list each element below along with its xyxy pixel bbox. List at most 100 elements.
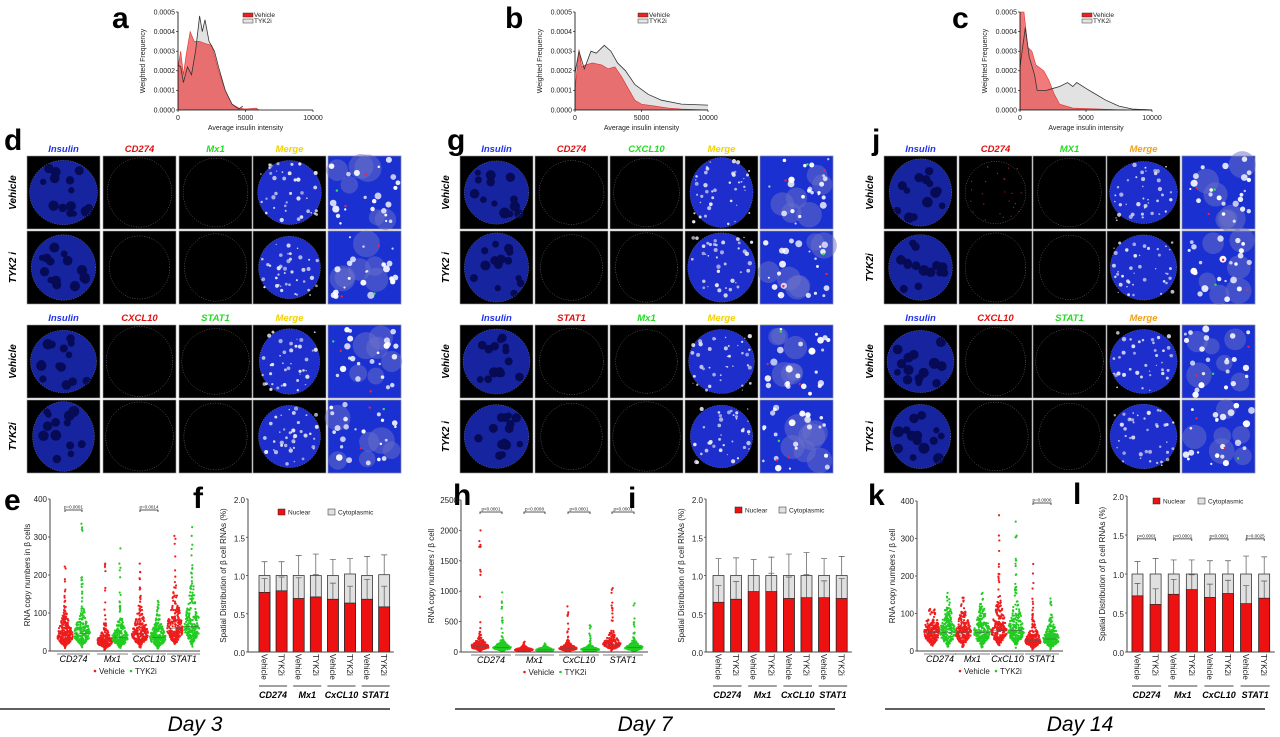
data-point-vehicle: [928, 633, 931, 636]
data-point-tyk2i: [79, 637, 82, 640]
data-point-vehicle: [173, 638, 176, 642]
data-point-tyk2i: [80, 585, 83, 588]
data-point-tyk2i: [80, 605, 83, 608]
data-point-vehicle: [963, 640, 966, 643]
micrograph-insulin: [26, 155, 101, 230]
data-point-vehicle: [932, 637, 935, 640]
data-point-vehicle: [479, 529, 482, 532]
micrograph-merge: [1106, 324, 1181, 399]
data-point-tyk2i: [627, 644, 630, 648]
legend-label-vehicle: Vehicle: [529, 668, 555, 677]
y-tick-label: 0.0005: [154, 9, 176, 16]
data-point-tyk2i: [190, 643, 193, 646]
data-point-vehicle: [928, 607, 932, 611]
condition-label: Vehicle: [441, 344, 452, 379]
y-tick-label: 0: [43, 647, 48, 656]
panel-letter: d: [4, 124, 22, 157]
data-point-vehicle: [569, 643, 572, 647]
data-point-tyk2i: [118, 619, 121, 622]
data-point-tyk2i: [542, 649, 545, 652]
x-axis-label: Average insulin intensity: [604, 125, 680, 132]
data-point-vehicle: [933, 611, 936, 614]
data-point-vehicle: [955, 633, 958, 637]
data-point-vehicle: [481, 639, 484, 642]
micrograph-merge: [684, 230, 759, 305]
data-point-vehicle: [960, 623, 963, 627]
data-point-vehicle: [1031, 616, 1034, 619]
data-point-tyk2i: [507, 645, 511, 648]
data-point-vehicle: [999, 599, 1002, 602]
data-point-vehicle: [62, 629, 65, 632]
data-point-vehicle: [174, 608, 177, 612]
data-point-tyk2i: [588, 632, 591, 635]
data-point-vehicle: [610, 641, 613, 644]
data-point-vehicle: [1001, 633, 1004, 636]
data-point-tyk2i: [633, 602, 636, 605]
data-point-vehicle: [478, 545, 481, 548]
data-point-vehicle: [516, 647, 519, 650]
data-point-vehicle: [173, 600, 177, 603]
data-point-tyk2i: [188, 594, 191, 597]
data-point-vehicle: [178, 623, 181, 626]
data-point-tyk2i: [81, 529, 84, 532]
data-point-tyk2i: [84, 641, 87, 644]
data-point-tyk2i: [118, 569, 121, 572]
data-point-vehicle: [64, 635, 67, 639]
legend-label-tyk2i: TYK2i: [565, 668, 587, 677]
micrograph-cd274: [102, 230, 177, 305]
data-point-vehicle: [58, 636, 61, 639]
data-point-vehicle: [60, 640, 63, 644]
data-point-tyk2i: [500, 627, 503, 630]
x-tick-label: 5000: [238, 115, 254, 122]
data-point-vehicle: [96, 638, 99, 641]
data-point-tyk2i: [191, 629, 194, 632]
data-point-vehicle: [132, 627, 136, 630]
micrograph-zoom-inset: [327, 324, 403, 399]
data-point-vehicle: [606, 645, 609, 648]
data-point-tyk2i: [189, 585, 192, 588]
micrograph-zoom-inset: [326, 154, 402, 231]
data-point-vehicle: [616, 638, 619, 641]
channel-label-cd274: CD274: [981, 144, 1011, 155]
panel-letter: e: [4, 484, 21, 517]
data-point-vehicle: [995, 635, 998, 638]
y-tick-label: 0.0002: [154, 68, 176, 75]
data-point-vehicle: [59, 631, 62, 634]
data-point-vehicle: [963, 623, 966, 626]
panel-letter: a: [112, 2, 129, 35]
data-point-tyk2i: [80, 522, 83, 525]
data-point-vehicle: [145, 635, 148, 638]
data-point-tyk2i: [121, 626, 124, 630]
data-point-tyk2i: [162, 630, 165, 633]
data-point-tyk2i: [508, 647, 511, 650]
data-point-vehicle: [133, 631, 136, 634]
data-point-vehicle: [997, 565, 1000, 568]
data-point-tyk2i: [81, 582, 84, 585]
data-point-vehicle: [567, 635, 570, 638]
p-value-label: p=0.0001: [64, 505, 83, 510]
channel-label-insulin: Insulin: [48, 313, 79, 324]
data-point-vehicle: [999, 627, 1002, 631]
data-point-tyk2i: [591, 649, 594, 652]
data-point-vehicle: [999, 634, 1002, 637]
data-point-vehicle: [138, 643, 141, 646]
data-point-tyk2i: [590, 645, 593, 648]
data-point-tyk2i: [80, 613, 83, 616]
data-point-tyk2i: [631, 642, 634, 646]
y-tick-label: 0.0005: [551, 9, 573, 16]
data-point-tyk2i: [191, 564, 194, 567]
data-point-tyk2i: [80, 579, 83, 582]
data-point-vehicle: [177, 628, 180, 631]
condition-label: TYK2i: [865, 253, 876, 282]
data-point-tyk2i: [122, 640, 125, 643]
data-point-vehicle: [138, 562, 141, 565]
data-point-vehicle: [995, 604, 998, 608]
data-point-vehicle: [995, 611, 998, 614]
data-point-vehicle: [63, 596, 66, 599]
data-point-vehicle: [999, 639, 1002, 642]
data-point-tyk2i: [117, 630, 120, 633]
data-point-vehicle: [993, 634, 996, 637]
data-point-vehicle: [1029, 642, 1032, 645]
micrograph-zoom-inset: [1181, 324, 1256, 399]
